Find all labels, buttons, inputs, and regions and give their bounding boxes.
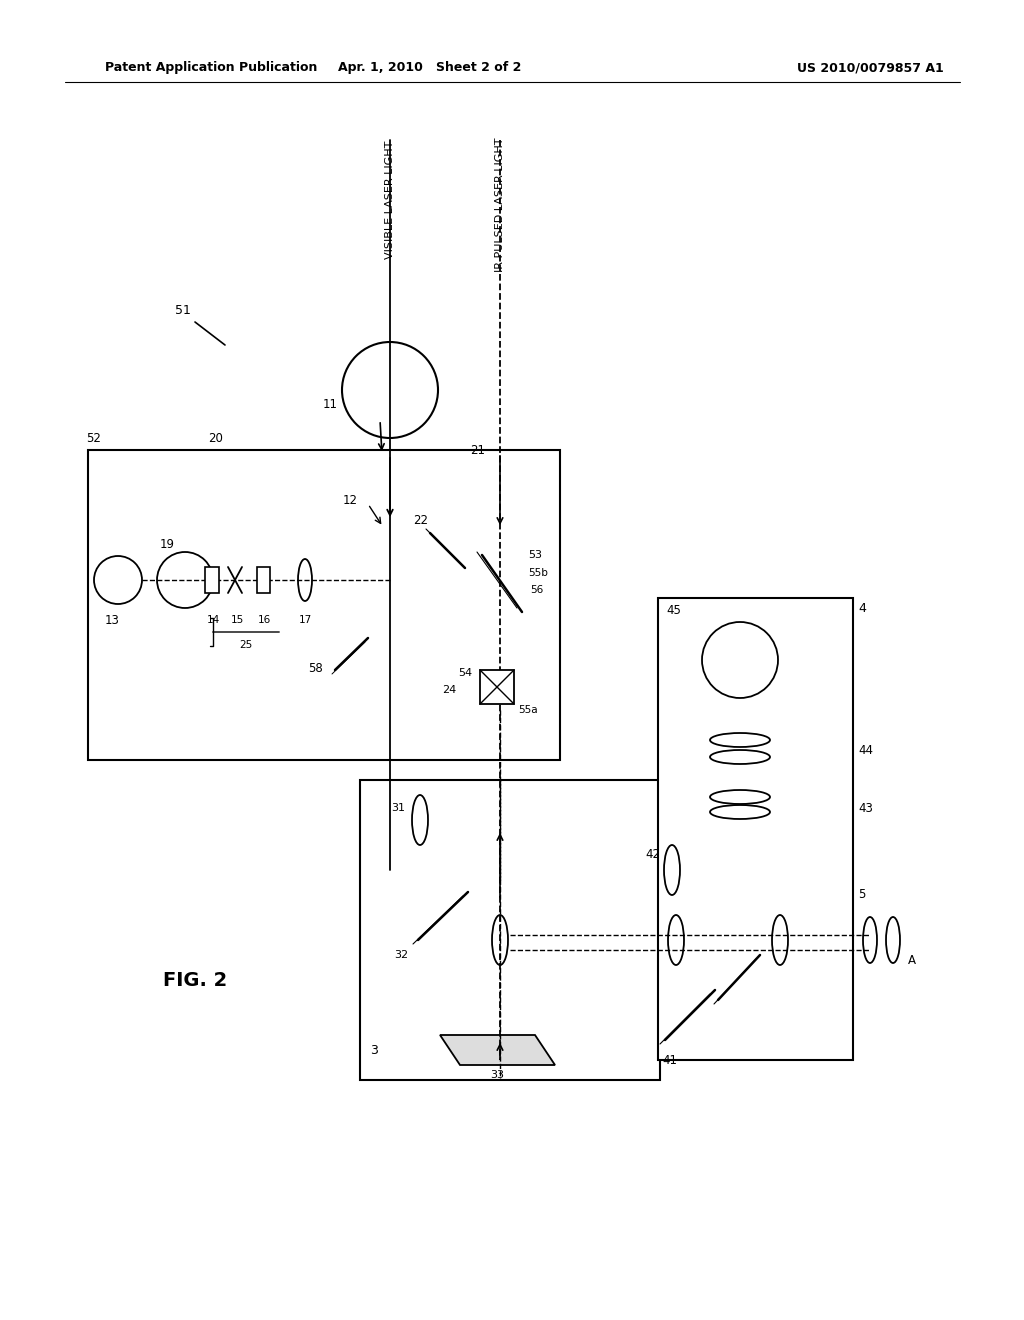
Ellipse shape bbox=[298, 558, 312, 601]
Text: 55a: 55a bbox=[518, 705, 538, 715]
Bar bbox=[88, 450, 560, 760]
Text: 55b: 55b bbox=[528, 568, 548, 578]
Text: 24: 24 bbox=[441, 685, 456, 696]
Text: 15: 15 bbox=[230, 615, 244, 624]
Ellipse shape bbox=[412, 795, 428, 845]
Text: 41: 41 bbox=[662, 1053, 677, 1067]
Circle shape bbox=[157, 552, 213, 609]
Text: IR PULSED LASER LIGHT: IR PULSED LASER LIGHT bbox=[495, 137, 505, 272]
Text: 51: 51 bbox=[175, 304, 190, 317]
Text: Apr. 1, 2010   Sheet 2 of 2: Apr. 1, 2010 Sheet 2 of 2 bbox=[338, 62, 521, 74]
Bar bbox=[658, 598, 853, 1060]
Bar bbox=[360, 780, 660, 1080]
Text: 52: 52 bbox=[86, 432, 101, 445]
Ellipse shape bbox=[710, 750, 770, 764]
Ellipse shape bbox=[863, 917, 877, 964]
Text: A: A bbox=[908, 953, 916, 966]
Text: 53: 53 bbox=[528, 550, 542, 560]
Text: 43: 43 bbox=[858, 801, 872, 814]
Ellipse shape bbox=[710, 733, 770, 747]
Text: 25: 25 bbox=[240, 640, 253, 649]
Text: 21: 21 bbox=[470, 444, 485, 457]
Text: 5: 5 bbox=[858, 888, 865, 902]
Text: 44: 44 bbox=[858, 743, 873, 756]
Text: 12: 12 bbox=[343, 494, 358, 507]
Ellipse shape bbox=[772, 915, 788, 965]
Polygon shape bbox=[440, 1035, 555, 1065]
Ellipse shape bbox=[668, 915, 684, 965]
Text: 3: 3 bbox=[370, 1044, 378, 1056]
Circle shape bbox=[94, 556, 142, 605]
Text: VISIBLE LASER LIGHT: VISIBLE LASER LIGHT bbox=[385, 141, 395, 259]
Text: 42: 42 bbox=[645, 849, 660, 862]
Text: 20: 20 bbox=[208, 432, 223, 445]
Text: FIG. 2: FIG. 2 bbox=[163, 970, 227, 990]
Text: 58: 58 bbox=[308, 661, 323, 675]
Text: 4: 4 bbox=[858, 602, 866, 615]
Text: 45: 45 bbox=[666, 603, 681, 616]
Circle shape bbox=[342, 342, 438, 438]
Text: 13: 13 bbox=[104, 614, 120, 627]
Ellipse shape bbox=[710, 789, 770, 804]
Text: 11: 11 bbox=[323, 399, 338, 412]
Text: 32: 32 bbox=[394, 950, 408, 960]
Bar bbox=[480, 671, 514, 704]
Text: 19: 19 bbox=[160, 539, 175, 552]
Text: 17: 17 bbox=[298, 615, 311, 624]
Circle shape bbox=[702, 622, 778, 698]
Text: 54: 54 bbox=[458, 668, 472, 678]
Ellipse shape bbox=[664, 845, 680, 895]
Ellipse shape bbox=[710, 805, 770, 818]
Text: 56: 56 bbox=[530, 585, 544, 595]
Text: 33: 33 bbox=[490, 1071, 504, 1080]
Bar bbox=[257, 568, 270, 593]
Text: US 2010/0079857 A1: US 2010/0079857 A1 bbox=[797, 62, 943, 74]
Text: Patent Application Publication: Patent Application Publication bbox=[105, 62, 317, 74]
Text: 16: 16 bbox=[257, 615, 270, 624]
Bar bbox=[205, 568, 219, 593]
Text: 22: 22 bbox=[413, 513, 428, 527]
Text: 14: 14 bbox=[207, 615, 219, 624]
Ellipse shape bbox=[886, 917, 900, 964]
Ellipse shape bbox=[492, 915, 508, 965]
Text: 31: 31 bbox=[391, 803, 406, 813]
